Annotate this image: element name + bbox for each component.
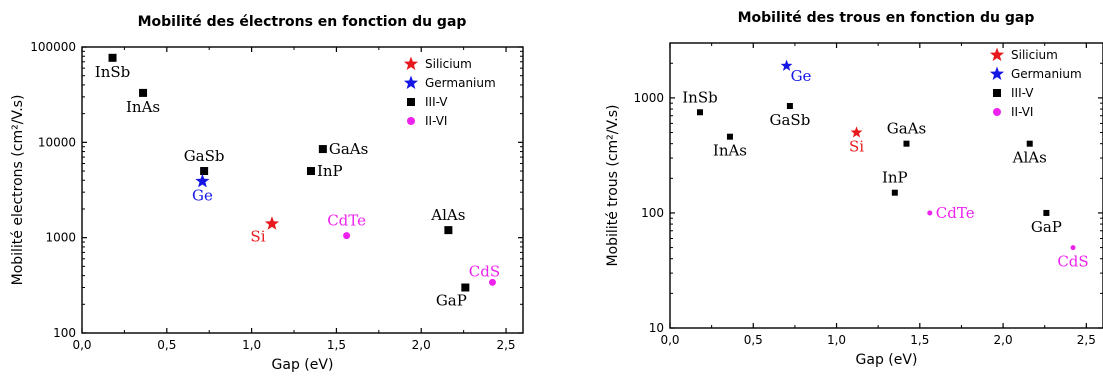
point-label: InAs <box>713 142 747 160</box>
data-point <box>850 126 863 138</box>
data-point <box>1026 140 1033 147</box>
data-point <box>139 88 148 97</box>
chart-2: Mobilité des trous en fonction du gap 0,0… <box>605 10 1103 368</box>
x-axis-label: Gap (eV) <box>856 352 918 368</box>
legend-marker <box>403 75 419 90</box>
x-tick-label: 2,0 <box>994 333 1013 347</box>
x-tick-label: 1,0 <box>827 333 846 347</box>
point-label: GaP <box>1031 218 1062 236</box>
legend-label: Germanium <box>425 76 496 90</box>
point-label: CdS <box>469 262 500 280</box>
y-tick-label: 10000 <box>38 135 76 149</box>
y-axis-label: Mobilité electrons (cm²/V.s) <box>10 95 26 286</box>
data-point <box>264 216 280 230</box>
point-label: InP <box>882 169 908 187</box>
legend-marker <box>993 108 1001 116</box>
point-label: GaP <box>436 292 467 310</box>
legend-label: Silicium <box>425 57 472 71</box>
data-point <box>108 53 117 62</box>
data-point <box>726 133 733 140</box>
data-point <box>488 278 496 286</box>
point-label: Ge <box>791 67 812 85</box>
legend-marker <box>403 56 419 71</box>
x-tick-label: 1,5 <box>910 333 929 347</box>
data-point <box>786 103 793 110</box>
point-label: CdTe <box>327 212 366 230</box>
data-point <box>696 109 703 116</box>
legend-label: III-V <box>425 95 448 109</box>
y-axis-label: Mobilité trous (cm²/V.s) <box>605 105 621 267</box>
x-axis-label: Gap (eV) <box>272 357 334 373</box>
y-tick-label: 1000 <box>45 231 76 245</box>
point-label: CdTe <box>936 204 975 222</box>
data-point <box>195 173 210 188</box>
chart-title: Mobilité des électrons en fonction du ga… <box>138 14 467 30</box>
x-tick-label: 0,5 <box>157 338 176 352</box>
legend-label: III-V <box>1011 86 1034 100</box>
point-label: InP <box>317 162 343 180</box>
point-label: CdS <box>1057 253 1088 271</box>
data-point <box>306 167 315 176</box>
y-tick-label: 100000 <box>30 40 76 54</box>
data-point <box>461 283 470 292</box>
legend-marker <box>989 66 1005 81</box>
data-point <box>927 210 933 216</box>
x-tick-label: 1,0 <box>242 338 261 352</box>
legend-label: II-VI <box>1011 105 1033 119</box>
y-tick-label: 1000 <box>633 91 664 105</box>
data-point <box>200 167 209 176</box>
data-point <box>903 140 910 147</box>
x-tick-label: 1,5 <box>327 338 346 352</box>
point-label: GaAs <box>329 140 368 158</box>
point-label: Si <box>849 138 864 156</box>
point-label: InAs <box>126 98 160 116</box>
x-tick-label: 2,5 <box>496 338 515 352</box>
point-label: Ge <box>192 186 213 204</box>
point-label: Si <box>250 228 265 246</box>
y-tick-label: 10 <box>649 321 664 335</box>
point-label: GaSb <box>184 147 225 165</box>
point-label: AlAs <box>1012 149 1047 167</box>
x-tick-label: 2,5 <box>1077 333 1096 347</box>
point-label: GaAs <box>887 120 926 138</box>
y-tick-label: 100 <box>53 326 76 340</box>
data-point <box>444 226 453 235</box>
data-point <box>780 59 793 71</box>
data-point <box>1070 245 1076 251</box>
legend-marker <box>407 117 415 125</box>
chart-1: Mobilité des électrons en fonction du ga… <box>10 14 524 373</box>
plot-frame <box>669 42 1103 329</box>
chart-title: Mobilité des trous en fonction du gap <box>738 10 1035 26</box>
x-tick-label: 2,0 <box>412 338 431 352</box>
point-label: InSb <box>682 88 717 106</box>
legend-label: Silicium <box>1011 48 1058 62</box>
x-tick-label: 0,0 <box>660 333 679 347</box>
legend-label: II-VI <box>425 114 447 128</box>
legend-marker <box>989 47 1005 62</box>
point-label: InSb <box>95 63 130 81</box>
point-label: GaSb <box>770 111 811 129</box>
data-point <box>343 232 351 240</box>
x-tick-label: 0,0 <box>72 338 91 352</box>
data-point <box>1043 209 1050 216</box>
plot-frame <box>81 46 524 334</box>
x-tick-label: 0,5 <box>744 333 763 347</box>
legend-marker <box>993 89 1001 97</box>
legend-marker <box>407 98 415 106</box>
data-point <box>891 189 898 196</box>
data-point <box>318 145 327 154</box>
legend-label: Germanium <box>1011 67 1082 81</box>
point-label: AlAs <box>430 206 465 224</box>
y-tick-label: 100 <box>641 206 664 220</box>
